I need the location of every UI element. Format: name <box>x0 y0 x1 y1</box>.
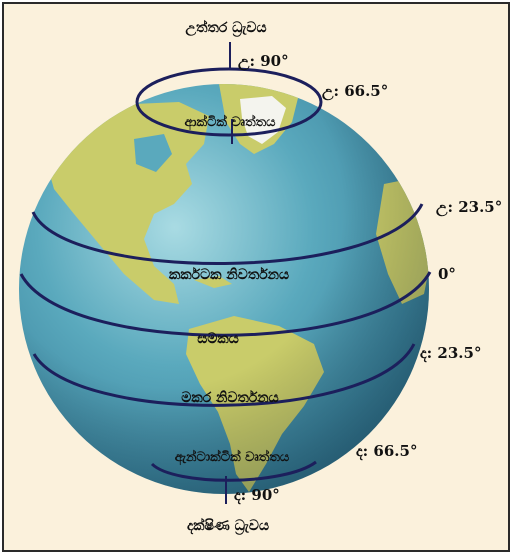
south-pole-label: දක්ෂිණ ධ්‍රැවය <box>187 517 269 536</box>
arctic-circle-line <box>135 67 323 137</box>
antarctic-circle-line <box>150 460 317 482</box>
tropic-of-capricorn-label: මකර නිවර්තනය <box>181 389 278 406</box>
equator-0-label: 0° <box>438 265 456 283</box>
south-66-5-label: ද: 66.5° <box>356 442 417 461</box>
north-66-5-label: උ: 66.5° <box>322 82 388 101</box>
arctic-circle-label: ආක්ටික් වෘත්තය <box>184 113 276 131</box>
south-90-label: ද: 90° <box>234 486 280 505</box>
equator-line <box>19 271 432 337</box>
diagram-frame: උත්තර ධ්‍රැවය උ: 90° උ: 66.5° ආක්ටික් වෘ… <box>2 2 510 552</box>
north-90-label: උ: 90° <box>238 52 289 71</box>
equator-label: සමකය <box>197 331 239 347</box>
north-23-5-label: උ: 23.5° <box>436 198 502 217</box>
antarctic-circle-label: ඇන්ටාක්ටික් වෘත්තය <box>175 448 290 466</box>
tropic-of-capricorn-line <box>32 343 416 407</box>
north-pole-label: උත්තර ධ්‍රැවය <box>185 19 266 38</box>
south-23-5-label: ද: 23.5° <box>420 344 481 363</box>
tropic-of-cancer-line <box>31 203 424 265</box>
globe-diagram: උත්තර ධ්‍රැවය උ: 90° උ: 66.5° ආක්ටික් වෘ… <box>19 19 502 536</box>
tropic-of-cancer-label: කර්කටක නිවර්තනය <box>169 266 289 283</box>
